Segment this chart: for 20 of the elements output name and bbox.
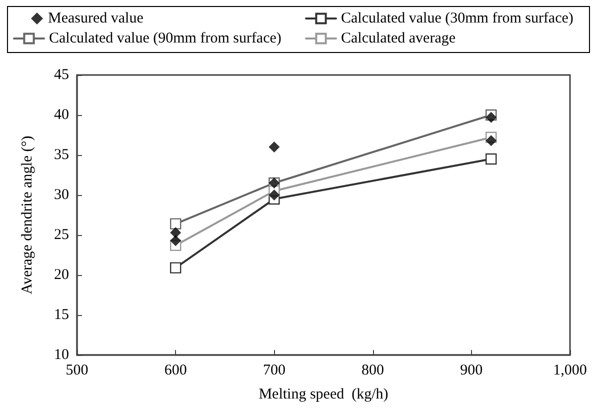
- x-tick-label: 500: [66, 362, 88, 378]
- x-tick-label: 1,000: [553, 362, 587, 378]
- y-axis-title: Average dendrite angle (°): [20, 136, 36, 294]
- y-tick-label: 10: [54, 347, 69, 363]
- y-tick-label: 30: [54, 187, 69, 203]
- legend-label: Calculated value (90mm from surface): [49, 30, 282, 46]
- legend-label: Calculated average: [341, 30, 456, 46]
- y-tick-label: 45: [54, 67, 69, 83]
- y-tick-label: 25: [54, 227, 69, 243]
- x-tick-label: 800: [362, 362, 384, 378]
- y-tick-label: 40: [54, 107, 69, 123]
- legend-label: Calculated value (30mm from surface): [341, 10, 574, 26]
- x-tick-label: 900: [460, 362, 483, 378]
- x-axis-title: Melting speed (kg/h): [258, 386, 388, 402]
- legend-label: Measured value: [48, 10, 144, 26]
- y-tick-label: 35: [54, 147, 69, 163]
- x-tick-label: 600: [164, 362, 187, 378]
- x-tick-label: 700: [262, 362, 286, 378]
- y-tick-label: 20: [54, 267, 69, 283]
- y-tick-label: 15: [54, 307, 69, 323]
